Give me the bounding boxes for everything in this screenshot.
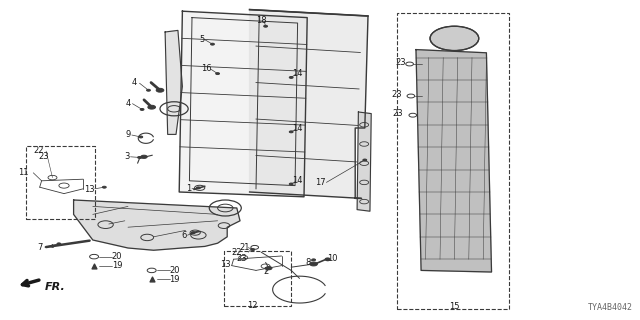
Circle shape [148,105,156,109]
Polygon shape [165,30,182,134]
Circle shape [57,243,61,245]
Text: TYA4B4042: TYA4B4042 [588,303,632,312]
Text: 22: 22 [232,248,242,257]
Text: 8: 8 [306,258,311,267]
Text: 9: 9 [125,130,131,139]
Text: FR.: FR. [45,282,65,292]
Text: 10: 10 [328,254,338,263]
Circle shape [289,131,293,133]
Text: 17: 17 [315,178,325,187]
Text: 1: 1 [186,184,191,193]
Text: 6: 6 [182,231,187,240]
Point [89,263,99,268]
Circle shape [139,136,143,138]
Text: 20: 20 [170,266,180,275]
Polygon shape [250,10,368,198]
Circle shape [310,262,317,266]
Text: 14: 14 [292,69,303,78]
Circle shape [140,108,144,110]
Text: 11: 11 [18,168,28,177]
Circle shape [138,156,141,158]
Text: 19: 19 [112,261,122,270]
Text: 20: 20 [112,252,122,261]
Circle shape [266,268,269,270]
Circle shape [430,26,479,51]
Text: 23: 23 [392,109,403,118]
Circle shape [102,186,106,188]
Text: 5: 5 [199,35,204,44]
Text: 23: 23 [38,152,49,161]
Text: 13: 13 [84,185,95,194]
Circle shape [191,232,195,234]
Text: 4: 4 [132,78,137,87]
Text: 3: 3 [124,152,129,161]
Text: 14: 14 [292,124,303,133]
Text: 12: 12 [248,301,258,310]
Circle shape [196,187,200,189]
Circle shape [264,25,268,27]
Circle shape [251,249,255,251]
Point [147,277,157,282]
Text: 2: 2 [263,268,268,276]
Text: 7: 7 [38,243,43,252]
Text: 21: 21 [240,243,250,252]
Polygon shape [179,11,307,197]
Text: 18: 18 [256,16,266,25]
Circle shape [266,267,272,270]
Text: 19: 19 [170,275,180,284]
Text: 14: 14 [292,176,303,185]
Bar [397,13,509,309]
Circle shape [326,259,330,261]
Circle shape [147,89,150,91]
Polygon shape [357,112,371,211]
Text: 22: 22 [33,146,44,155]
Bar [224,251,291,306]
Text: 13: 13 [220,260,230,269]
Text: 4: 4 [125,99,131,108]
Text: 23: 23 [395,58,406,67]
Circle shape [289,76,293,78]
Circle shape [216,73,220,75]
Text: 23: 23 [391,90,402,99]
Circle shape [289,183,293,185]
Polygon shape [416,50,492,272]
Bar [26,146,95,219]
Text: 15: 15 [449,302,460,311]
Polygon shape [74,200,240,250]
Text: 16: 16 [201,64,211,73]
Circle shape [363,159,367,161]
Text: 23: 23 [237,254,247,263]
Circle shape [211,43,214,45]
Circle shape [312,259,316,261]
Circle shape [325,258,330,260]
Circle shape [141,155,147,158]
Circle shape [156,88,164,92]
